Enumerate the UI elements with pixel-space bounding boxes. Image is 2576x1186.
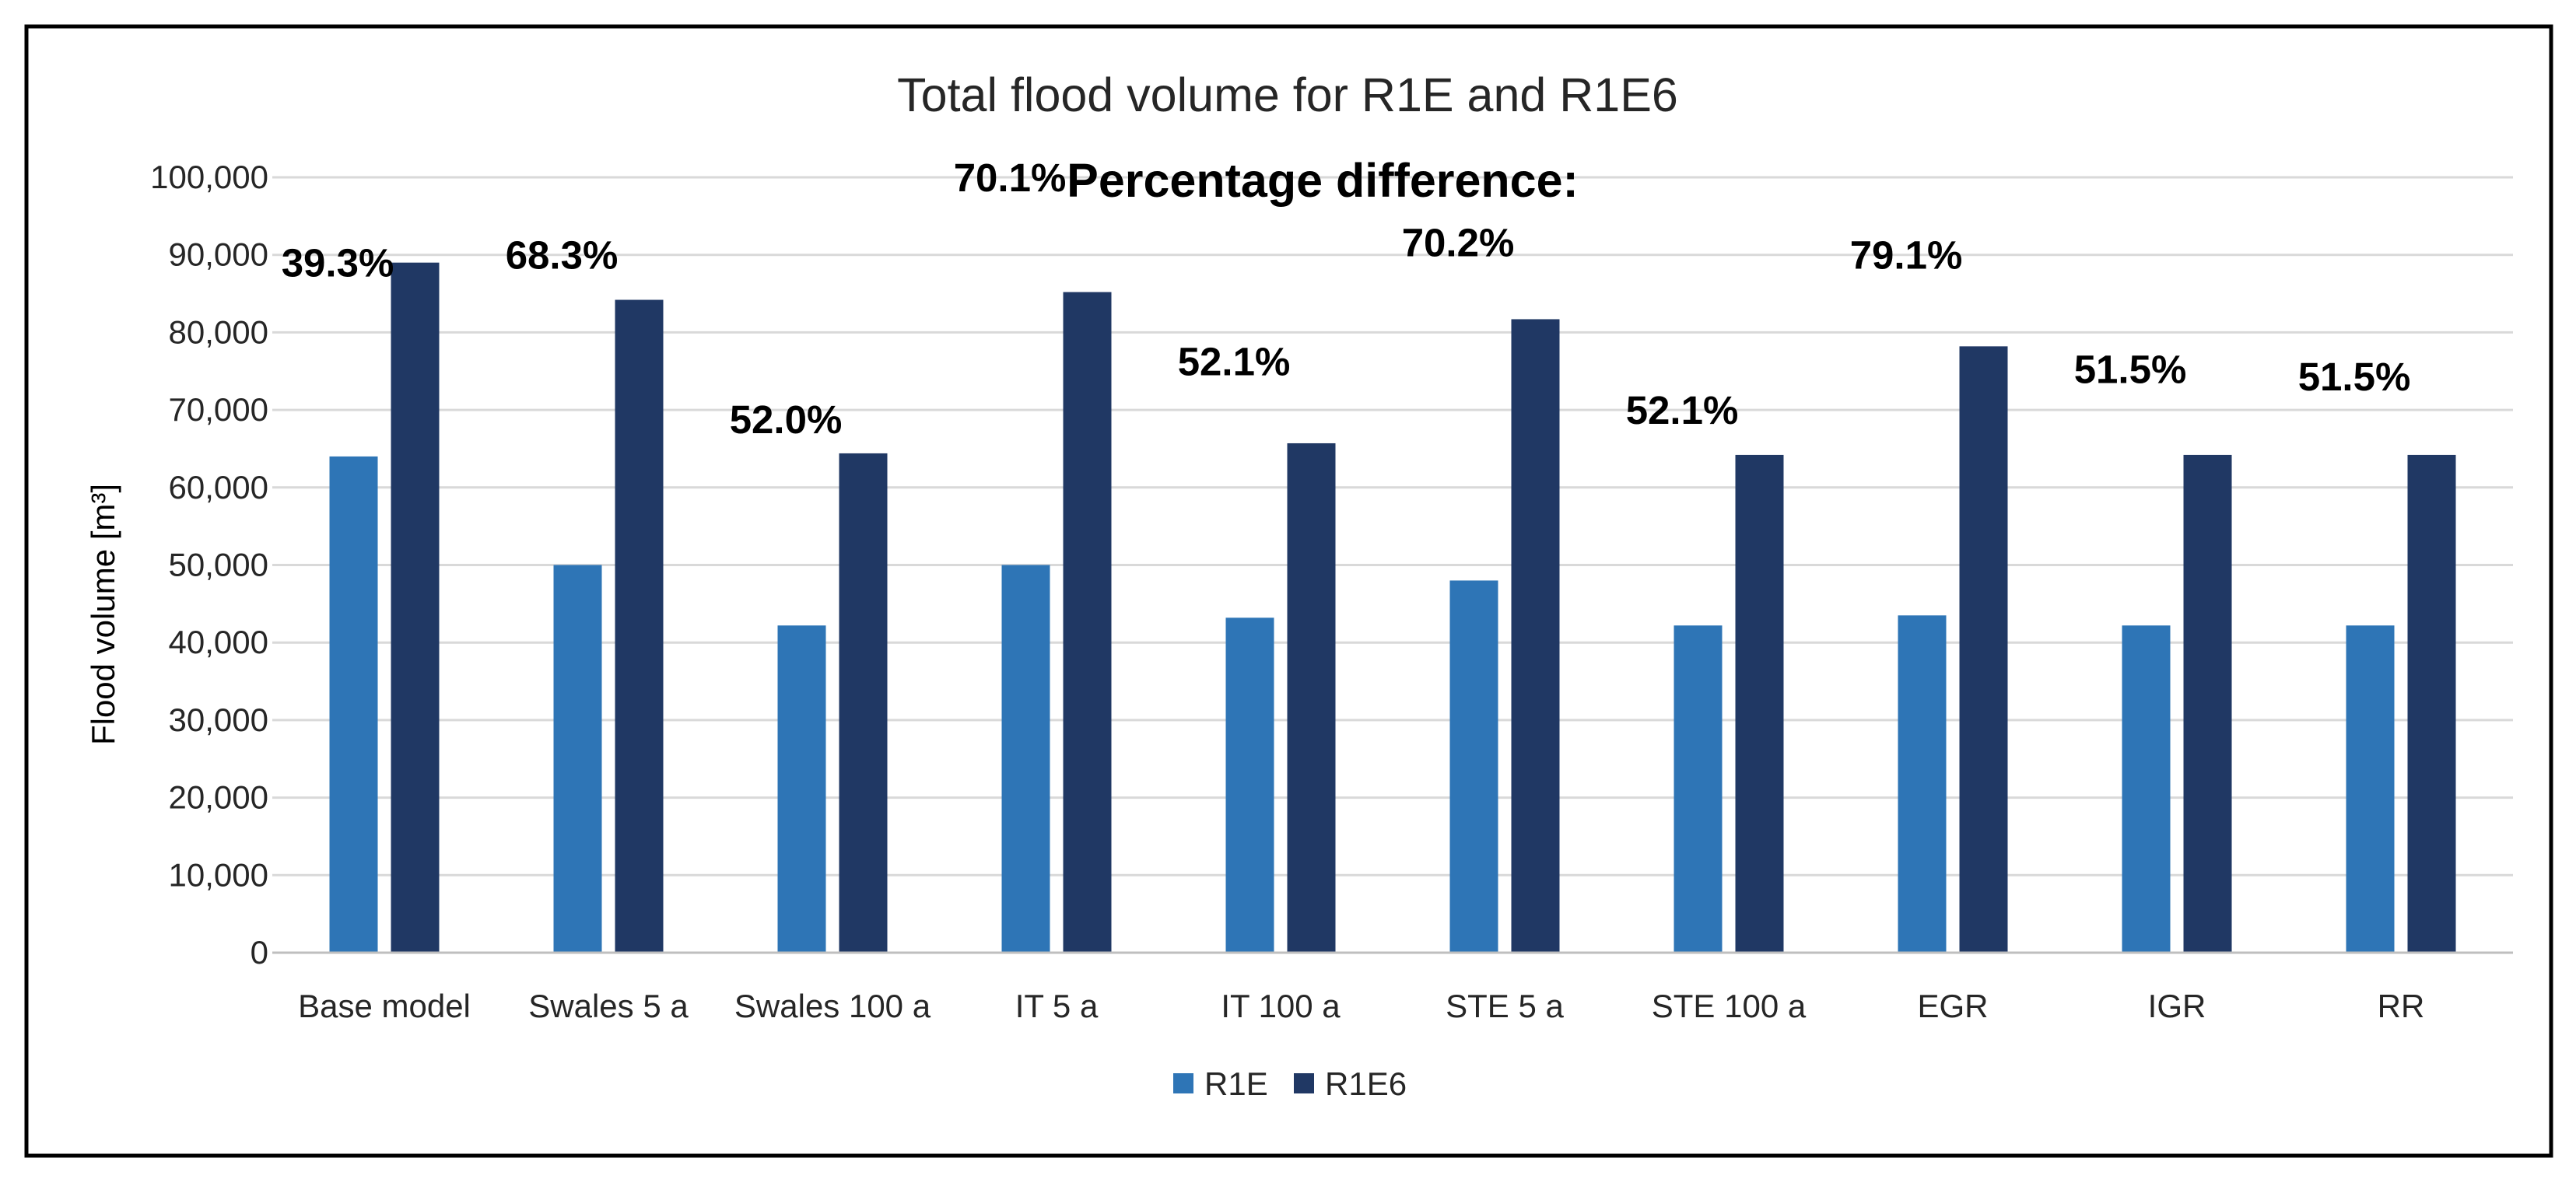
bar-r1e-2 [553, 565, 602, 953]
bars [329, 262, 2456, 953]
percentage-label: 51.5% [2074, 347, 2187, 391]
y-tick-label: 90,000 [169, 236, 268, 273]
bar-r1e6-9 [2183, 454, 2232, 953]
x-tick-label: IT 5 a [1015, 988, 1099, 1024]
bar-r1e-7 [1674, 625, 1723, 953]
y-tick-label: 0 [251, 934, 268, 971]
bar-r1e6-4 [1063, 292, 1112, 953]
percentage-label: 52.1% [1626, 388, 1739, 432]
x-tick-label: EGR [1917, 988, 1988, 1024]
bar-r1e-9 [2122, 625, 2171, 953]
bar-r1e6-5 [1287, 443, 1336, 953]
y-tick-label: 60,000 [169, 469, 268, 506]
bar-r1e-3 [777, 625, 826, 953]
x-tick-label: IGR [2148, 988, 2206, 1024]
percentage-label: 79.1% [1850, 233, 1963, 278]
y-tick-label: 40,000 [169, 624, 268, 660]
x-tick-label: STE 100 a [1652, 988, 1807, 1024]
percentage-label: 39.3% [282, 241, 394, 285]
percentage-label: 70.1% [954, 156, 1067, 200]
x-tick-label: Base model [298, 988, 471, 1024]
chart-subtitle: Percentage difference: [1067, 154, 1579, 207]
percentage-label: 52.1% [1178, 339, 1291, 383]
legend-swatch-r1e6 [1294, 1073, 1314, 1093]
bar-r1e6-2 [615, 299, 664, 953]
y-tick-label: 80,000 [169, 313, 268, 350]
y-tick-label: 20,000 [169, 779, 268, 816]
legend-label-r1e6: R1E6 [1325, 1065, 1407, 1102]
bar-r1e-6 [1449, 580, 1498, 953]
x-tick-label: RR [2378, 988, 2425, 1024]
bar-r1e6-8 [1959, 346, 2008, 953]
y-tick-label: 70,000 [169, 391, 268, 428]
percentage-label: 70.2% [1402, 221, 1515, 265]
bar-r1e6-6 [1511, 319, 1560, 953]
x-tick-label: STE 5 a [1446, 988, 1564, 1024]
bar-r1e-10 [2346, 625, 2395, 953]
legend: R1E R1E6 [1173, 1065, 1407, 1102]
x-tick-label: Swales 5 a [528, 988, 689, 1024]
x-tick-labels: Base model Swales 5 a Swales 100 a IT 5 a IT… [298, 988, 2424, 1024]
legend-label-r1e: R1E [1204, 1065, 1268, 1102]
percentage-label: 52.0% [730, 397, 843, 442]
bar-r1e-8 [1898, 615, 1947, 953]
bar-r1e-5 [1225, 617, 1274, 953]
y-tick-label: 100,000 [150, 159, 268, 195]
y-tick-label: 30,000 [169, 701, 268, 738]
percentage-label: 51.5% [2298, 355, 2411, 399]
legend-swatch-r1e [1173, 1073, 1193, 1093]
percentage-labels: 39.3% 68.3% 52.0% 70.1% 52.1% 70.2% 52.1% 79.1%… [282, 156, 2411, 442]
y-tick-label: 10,000 [169, 856, 268, 893]
x-tick-label: Swales 100 a [734, 988, 931, 1024]
bar-r1e-1 [329, 456, 378, 953]
y-axis-label: Flood volume [m³] [85, 484, 121, 745]
y-tick-label: 50,000 [169, 547, 268, 583]
bar-r1e6-10 [2407, 454, 2456, 953]
bar-r1e6-1 [391, 262, 440, 953]
bar-r1e6-3 [839, 453, 888, 953]
bar-r1e6-7 [1735, 454, 1784, 953]
x-tick-label: IT 100 a [1221, 988, 1341, 1024]
chart-title: Total flood volume for R1E and R1E6 [897, 68, 1678, 121]
bar-r1e-4 [1001, 565, 1050, 953]
y-tick-labels: 0 10,000 20,000 30,000 40,000 50,000 60,000 70,… [150, 159, 268, 971]
percentage-label: 68.3% [506, 233, 619, 278]
